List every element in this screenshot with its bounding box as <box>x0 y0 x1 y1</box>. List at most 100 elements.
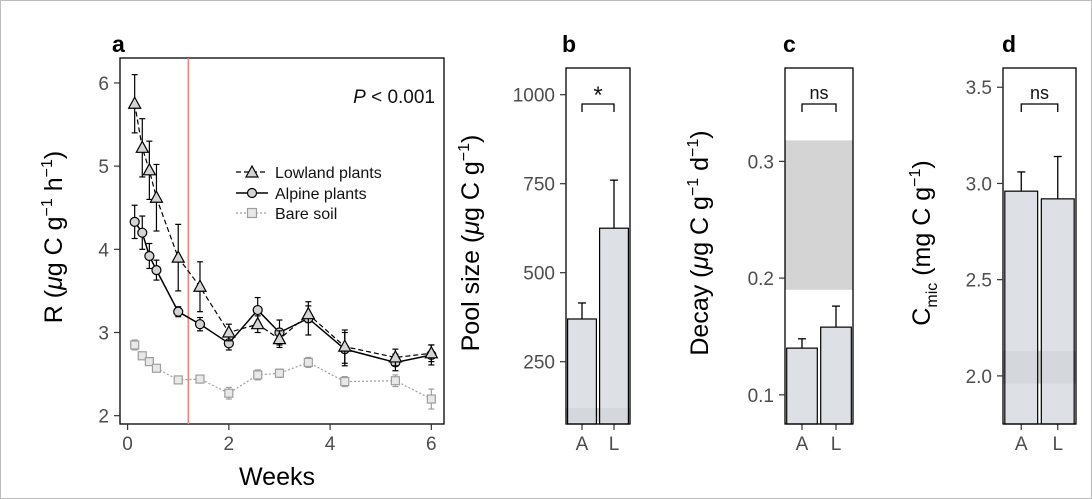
significance-bracket <box>581 103 615 112</box>
p-value-annotation: P < 0.001 <box>353 87 435 108</box>
significance-bracket <box>1020 103 1059 112</box>
panel-a-x-axis-title: Weeks <box>239 463 315 491</box>
panel-a-tag: a <box>112 31 125 57</box>
bar-L <box>820 326 852 425</box>
data-point-circle <box>173 306 184 317</box>
y-tick-label: 500 <box>523 264 555 285</box>
data-point-triangle <box>337 338 352 352</box>
y-tick-label: 0.3 <box>748 152 774 173</box>
y-tick-label: 3.0 <box>966 174 992 195</box>
data-point-square <box>144 357 154 367</box>
data-point-square <box>274 368 285 378</box>
panel-d-tag: d <box>1002 31 1016 57</box>
panel-d: d A L 2.0 2.5 3.0 3.5 ns Cmic (mg C g−1) <box>907 31 1077 455</box>
data-point-triangle <box>135 140 150 153</box>
x-tick-label: 4 <box>325 434 336 455</box>
data-point-square <box>173 375 183 385</box>
data-point-triangle <box>192 278 207 292</box>
data-point-square <box>253 370 263 380</box>
y-tick-label: 4 <box>98 240 109 261</box>
data-point-circle <box>151 265 162 276</box>
series-line-triangle <box>134 103 432 359</box>
data-point-square <box>151 363 162 373</box>
legend-marker-lowland <box>244 164 260 178</box>
y-tick-label: 0.1 <box>748 386 774 407</box>
x-tick-label: A <box>1015 434 1028 455</box>
panel-d-plot-area: A L 2.0 2.5 3.0 3.5 ns <box>966 67 1077 455</box>
panel-a-plot-frame <box>119 57 445 425</box>
panel-b-tag: b <box>562 31 576 57</box>
legend: Lowland plants Alpine plants Bare soil <box>236 164 382 223</box>
panel-c-y-axis-title: Decay (μg C g−1 d−1) <box>685 130 714 355</box>
data-point-triangle <box>142 162 157 176</box>
x-tick-label: A <box>796 434 809 455</box>
data-point-square <box>224 388 234 398</box>
data-point-circle <box>252 304 263 316</box>
y-tick-label: 2.0 <box>966 367 992 388</box>
x-tick-label: 0 <box>122 434 133 455</box>
data-point-triangle <box>424 345 439 359</box>
x-tick-label: 2 <box>224 434 235 455</box>
data-point-triangle <box>221 324 236 338</box>
panel-a-y-axis-title: R (μg C g−1 h−1) <box>39 151 68 323</box>
data-point-square <box>130 340 140 350</box>
data-point-circle <box>144 250 155 262</box>
panel-c-plot-area: A L 0.1 0.2 0.3 ns <box>748 67 854 455</box>
y-tick-label: 3 <box>98 324 109 345</box>
y-tick-label: 750 <box>523 175 555 196</box>
data-point-circle <box>129 216 140 227</box>
significance-label: ns <box>1030 83 1049 103</box>
bar-L <box>1040 198 1075 425</box>
panel-d-y-axis-title: Cmic (mg C g−1) <box>907 160 941 325</box>
bar-A <box>786 347 818 425</box>
y-tick-label: 2.5 <box>966 271 992 292</box>
plot-frame <box>784 67 854 425</box>
legend-marker-bare-soil <box>246 207 258 219</box>
significance-label: ns <box>809 83 828 103</box>
x-tick-label: 6 <box>426 434 437 455</box>
panel-b-plot-area: A L 250 500 750 1000 * <box>513 67 631 455</box>
data-point-triangle <box>250 316 265 330</box>
data-point-triangle <box>301 306 316 320</box>
x-tick-label: L <box>609 434 620 455</box>
plot-frame <box>565 67 631 425</box>
data-point-square <box>426 394 436 404</box>
y-tick-label: 1000 <box>513 86 555 107</box>
legend-label-alpine: Alpine plants <box>275 186 367 203</box>
data-point-square <box>195 374 205 384</box>
legend-label-lowland: Lowland plants <box>275 165 382 182</box>
data-point-square <box>340 376 350 387</box>
bar-L <box>598 227 629 425</box>
data-point-triangle <box>272 331 287 345</box>
reference-band <box>785 140 853 290</box>
data-point-square <box>137 351 147 361</box>
y-tick-label: 5 <box>98 157 109 178</box>
data-point-square <box>303 357 313 368</box>
data-point-circle <box>137 227 148 238</box>
panel-b: b A L 250 500 750 1000 * Pool size (μg C g−1) <box>456 31 631 455</box>
data-point-circle <box>194 319 206 330</box>
data-point-triangle <box>127 95 142 109</box>
x-tick-label: A <box>576 434 589 455</box>
legend-marker-alpine <box>246 187 258 199</box>
bar-A <box>566 318 597 425</box>
y-tick-label: 250 <box>523 353 555 374</box>
y-tick-label: 6 <box>98 74 109 95</box>
significance-label: * <box>593 82 602 109</box>
y-tick-label: 3.5 <box>966 78 992 99</box>
data-point-square <box>390 376 400 386</box>
data-point-triangle <box>149 189 164 203</box>
significance-bracket <box>801 103 837 112</box>
panel-c: c A L 0.1 0.2 0.3 ns Decay (μg C g−1 d−1) <box>685 31 854 455</box>
x-tick-label: L <box>831 434 842 455</box>
legend-label-bare-soil: Bare soil <box>275 206 337 223</box>
y-tick-label: 0.2 <box>748 269 774 290</box>
plot-frame <box>1002 67 1077 425</box>
panel-c-tag: c <box>783 31 796 57</box>
data-point-triangle <box>171 249 186 263</box>
bar-A <box>1004 190 1039 425</box>
panel-b-y-axis-title: Pool size (μg C g−1) <box>456 135 485 352</box>
